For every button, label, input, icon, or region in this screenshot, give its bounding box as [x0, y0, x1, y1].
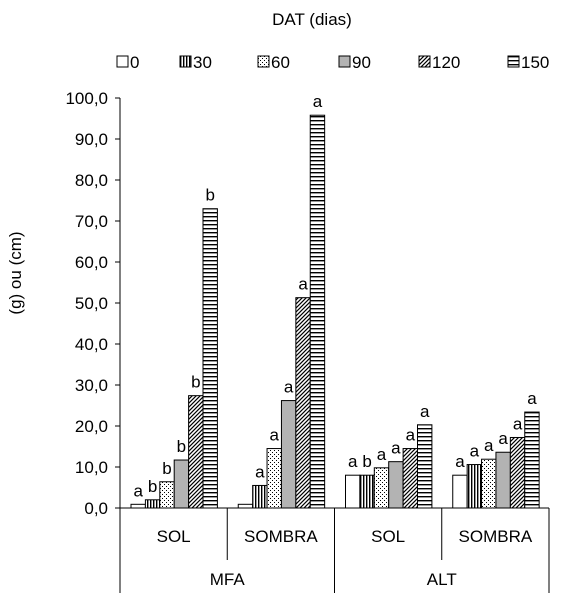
bar-label: a	[470, 442, 480, 461]
x-axis: SOL SOMBRA SOL SOMBRA MFA ALT	[119, 507, 550, 593]
bar	[144, 499, 161, 509]
bar	[388, 461, 404, 509]
bar-label: a	[377, 445, 387, 464]
legend-swatch	[257, 55, 270, 68]
bar-label: a	[513, 414, 523, 433]
y-tick-label: 40,0	[75, 335, 108, 354]
x-tick-label: SOMBRA	[244, 527, 318, 546]
y-tick-label: 60,0	[75, 253, 108, 272]
bar-label: a	[484, 436, 494, 455]
legend-label: 0	[130, 53, 139, 72]
legend-label: 150	[521, 53, 549, 72]
bar	[202, 208, 218, 509]
legend-label: 120	[432, 53, 460, 72]
y-tick-label: 90,0	[75, 130, 108, 149]
legend-label: 60	[271, 53, 290, 72]
x-tick-label: SOMBRA	[459, 527, 533, 546]
bar-label: a	[133, 481, 143, 500]
bar	[309, 114, 326, 509]
x-tick-label: SOL	[157, 527, 191, 546]
bar	[345, 474, 361, 509]
bar	[237, 503, 254, 509]
bar-label: a	[455, 452, 465, 471]
bar-label: a	[255, 462, 265, 481]
y-tick-label: 80,0	[75, 171, 108, 190]
legend-swatch	[418, 55, 431, 68]
bar	[159, 481, 175, 509]
bar	[266, 448, 282, 509]
bar-label: a	[348, 452, 358, 471]
bar-label: b	[148, 477, 157, 496]
bar	[466, 464, 483, 509]
bar	[452, 474, 468, 509]
legend-label: 30	[193, 53, 212, 72]
legend-title: DAT (dias)	[272, 10, 352, 29]
bar-label: b	[205, 186, 214, 205]
x-tick-label: SOL	[371, 527, 405, 546]
bar	[130, 503, 146, 509]
legend-swatch	[338, 55, 351, 68]
bar	[173, 459, 190, 509]
bar-label: b	[177, 437, 186, 456]
bar	[280, 400, 297, 509]
y-axis: 0,0 10,0 20,0 30,0 40,0 50,0 60,0 70,0 80,0 90,0 1…	[65, 89, 121, 518]
bar	[188, 395, 204, 509]
legend-swatch	[179, 55, 192, 68]
y-tick-label: 100,0	[65, 89, 108, 108]
bars	[130, 114, 540, 509]
legend-swatch	[507, 55, 520, 68]
y-tick-label: 20,0	[75, 417, 108, 436]
bar-label: a	[498, 429, 508, 448]
bar	[417, 424, 433, 509]
bar	[252, 484, 268, 509]
bar-label: a	[284, 378, 294, 397]
bar-label: a	[420, 402, 430, 421]
bar	[359, 474, 375, 509]
y-axis-label: (g) ou (cm)	[6, 231, 25, 314]
bar-label: a	[270, 426, 280, 445]
bar-label: a	[391, 439, 401, 458]
bar-label: a	[298, 275, 308, 294]
bar	[524, 411, 540, 509]
bar-label: a	[406, 426, 416, 445]
y-tick-label: 50,0	[75, 294, 108, 313]
legend-swatch	[116, 55, 129, 68]
bar-label: b	[162, 459, 171, 478]
bar	[402, 448, 419, 509]
bar	[295, 297, 311, 509]
bar	[481, 458, 497, 509]
bar-label: a	[313, 92, 323, 111]
bar-label: a	[527, 389, 537, 408]
legend-label: 90	[352, 53, 371, 72]
x-group-label: MFA	[210, 570, 246, 589]
y-tick-label: 0,0	[84, 499, 108, 518]
y-tick-label: 10,0	[75, 458, 108, 477]
y-tick-label: 70,0	[75, 212, 108, 231]
bar-label: b	[362, 452, 371, 471]
bar	[373, 467, 390, 509]
y-tick-label: 30,0	[75, 376, 108, 395]
x-group-label: ALT	[427, 570, 457, 589]
bar	[509, 436, 526, 509]
bar-label: b	[191, 373, 200, 392]
legend: 0 30 60 90 120 150	[116, 53, 549, 72]
bar	[495, 451, 511, 509]
